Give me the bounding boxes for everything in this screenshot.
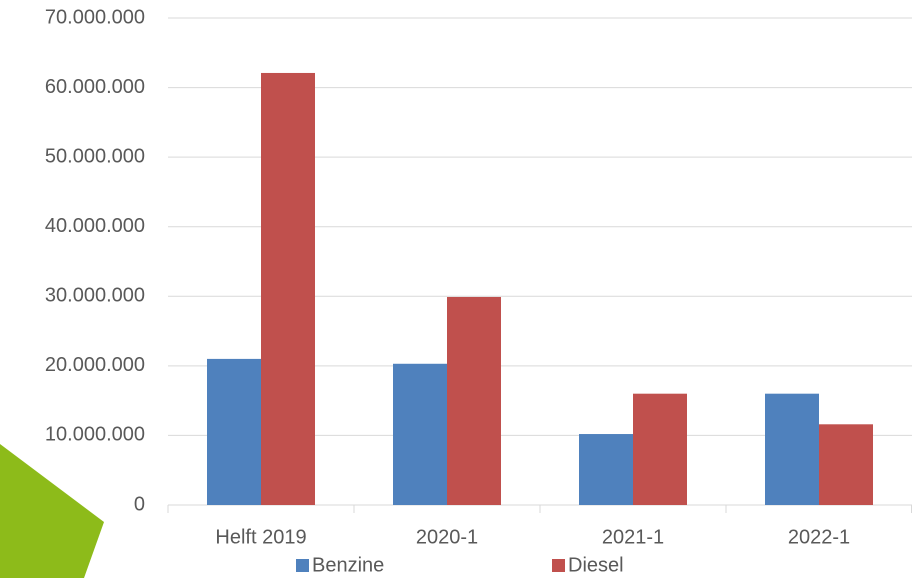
y-tick-label: 40.000.000 [45,215,145,237]
bar [819,424,873,505]
bar [579,434,633,505]
y-tick-label: 30.000.000 [45,285,145,307]
y-tick-label: 70.000.000 [45,6,145,28]
x-tick-label: 2020-1 [416,526,478,548]
bar [207,359,261,505]
x-tick-label: 2021-1 [602,526,664,548]
bar [261,73,315,505]
bar [633,394,687,505]
legend-label: Benzine [312,554,384,576]
y-tick-label: 50.000.000 [45,145,145,167]
bar [393,364,447,505]
decoration [0,444,104,578]
legend-swatch [296,559,309,572]
bar [765,394,819,505]
legend-label: Diesel [568,554,624,576]
page: {"chart_data": {"type": "bar", "categori… [0,0,912,578]
chart: 0 10.000.000 20.000.000 30.000.000 40.000.00… [0,0,912,578]
y-tick-label: 10.000.000 [45,424,145,446]
y-tick-label: 20.000.000 [45,354,145,376]
x-tick-label: 2022-1 [788,526,850,548]
x-tick-label: Helft 2019 [215,526,306,548]
bar [447,297,501,505]
legend-swatch [552,559,565,572]
y-tick-label: 60.000.000 [45,76,145,98]
y-tick-label: 0 [134,493,145,515]
